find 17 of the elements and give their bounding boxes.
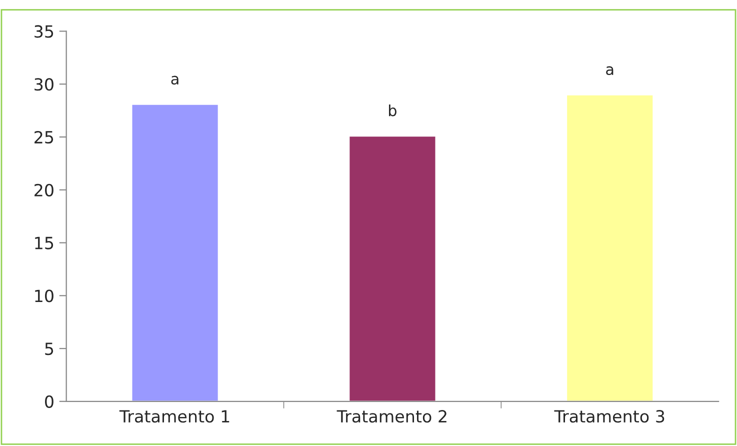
y-tick-label: 20 bbox=[34, 184, 54, 196]
x-tick-label: Tratamento 3 bbox=[554, 410, 664, 423]
bar bbox=[566, 94, 654, 402]
bar bbox=[130, 104, 220, 402]
annotation: a bbox=[606, 66, 614, 76]
y-tick-label: 35 bbox=[34, 25, 54, 38]
y-tick-label: 25 bbox=[34, 130, 54, 144]
y-tick-label: 10 bbox=[35, 290, 54, 302]
y-tick-label: 30 bbox=[34, 78, 54, 91]
bar bbox=[348, 135, 437, 402]
annotation: a bbox=[171, 76, 178, 85]
y-tick-label: 5 bbox=[45, 342, 54, 356]
x-tick-label: Tratamento 2 bbox=[336, 410, 446, 423]
x-tick-label: Tratamento 1 bbox=[119, 410, 230, 423]
y-tick-label: 15 bbox=[35, 236, 54, 250]
annotation: b bbox=[388, 104, 396, 116]
y-tick-label: 0 bbox=[45, 395, 54, 408]
